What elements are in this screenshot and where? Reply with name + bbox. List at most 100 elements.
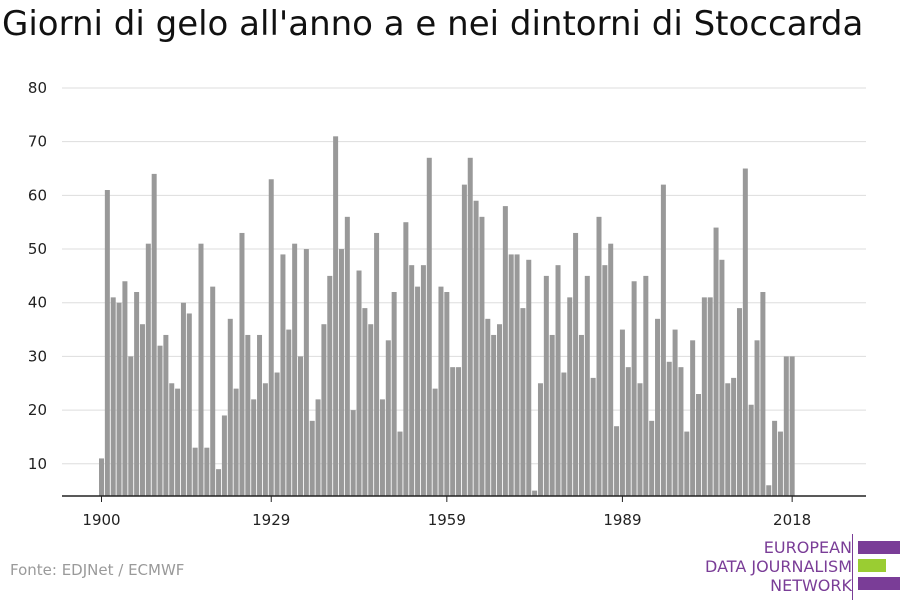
bar-1922	[227, 318, 233, 496]
bar-1966	[485, 318, 491, 496]
bar-1987	[608, 243, 614, 496]
bar-1908	[145, 243, 151, 496]
bar-1983	[584, 275, 590, 496]
y-tick-label: 80	[28, 79, 47, 97]
bar-1917	[198, 243, 204, 496]
x-tick-label: 2018	[773, 511, 811, 529]
bar-1936	[309, 420, 315, 496]
bar-1931	[280, 254, 286, 496]
bar-2002	[696, 394, 702, 496]
bar-1975	[537, 383, 543, 496]
bar-1952	[403, 222, 409, 496]
bar-1915	[186, 313, 192, 496]
bar-2014	[766, 485, 772, 496]
x-tick-label: 1989	[603, 511, 641, 529]
bar-1903	[116, 302, 122, 496]
bar-2013	[760, 292, 766, 496]
source-note: Fonte: EDJNet / ECMWF	[10, 561, 185, 579]
bar-1929	[268, 179, 274, 496]
bar-1900	[99, 458, 104, 496]
bar-2000	[684, 431, 690, 496]
bar-1920	[216, 469, 222, 496]
bar-2003	[701, 297, 707, 496]
bar-1978	[555, 265, 561, 496]
bar-1965	[479, 216, 485, 496]
bar-1960	[450, 367, 456, 496]
bar-1901	[104, 190, 110, 496]
logo-line-1: EUROPEAN	[763, 538, 852, 557]
bar-1916	[192, 447, 198, 496]
y-tick-label: 70	[28, 133, 47, 151]
bar-1941	[338, 249, 344, 496]
bar-1954	[415, 286, 421, 496]
bar-1985	[596, 216, 602, 496]
y-tick-label: 20	[28, 401, 47, 419]
bar-1912	[169, 383, 175, 496]
bar-1998	[672, 329, 678, 496]
bar-1994	[649, 420, 655, 496]
bars	[99, 136, 795, 497]
bar-2017	[783, 356, 789, 496]
bar-1928	[262, 383, 268, 496]
bar-1980	[567, 297, 573, 496]
bar-1970	[508, 254, 514, 496]
y-tick-label: 40	[28, 294, 47, 312]
bar-1946	[368, 324, 374, 496]
bar-1948	[379, 399, 385, 496]
bar-1933	[292, 243, 298, 496]
bar-2012	[754, 340, 760, 496]
bar-1906	[134, 292, 140, 496]
bar-1940	[333, 136, 339, 496]
x-tick-label: 1900	[82, 511, 120, 529]
bar-1984	[590, 377, 596, 496]
y-tick-label: 60	[28, 186, 47, 204]
bar-1943	[350, 410, 356, 496]
bar-1995	[655, 318, 661, 496]
bar-1953	[409, 265, 415, 496]
bar-2004	[707, 297, 713, 496]
bar-2005	[713, 227, 719, 496]
bar-1945	[362, 308, 368, 496]
bar-1964	[473, 200, 479, 497]
bar-1991	[631, 281, 637, 496]
bar-2011	[748, 404, 754, 496]
bar-1951	[397, 431, 403, 496]
bar-1949	[385, 340, 391, 496]
bar-1981	[573, 232, 579, 496]
logo-text: EUROPEAN DATA JOURNALISM NETWORK	[705, 538, 852, 595]
bar-1938	[321, 324, 327, 496]
bar-1947	[374, 232, 380, 496]
bar-2016	[777, 431, 783, 496]
bar-1918	[204, 447, 210, 496]
bar-1926	[251, 399, 257, 496]
bar-1919	[210, 286, 216, 496]
bar-1968	[497, 324, 502, 496]
bar-1905	[128, 356, 134, 496]
bar-2009	[736, 308, 742, 496]
bar-1935	[303, 249, 309, 496]
bar-1923	[233, 388, 239, 496]
bar-1955	[420, 265, 426, 496]
bar-1990	[625, 367, 631, 496]
y-tick-label: 50	[28, 240, 47, 258]
bar-1944	[356, 270, 362, 496]
bar-1971	[514, 254, 520, 496]
y-tick-labels: 10 20 30 40 50 60 70 80	[28, 79, 47, 473]
bar-1909	[151, 173, 157, 496]
x-tick-labels: 1900 1929 1959 1989 2018	[82, 496, 811, 529]
bar-1927	[257, 334, 263, 496]
bar-1988	[614, 426, 620, 496]
bar-1904	[122, 281, 128, 496]
x-tick-label: 1929	[252, 511, 290, 529]
bar-1939	[327, 275, 333, 496]
bar-2010	[742, 168, 748, 496]
bar-2008	[731, 377, 737, 496]
bar-1999	[678, 367, 684, 496]
bar-1982	[578, 334, 584, 496]
bar-1924	[239, 232, 245, 496]
bar-1921	[221, 415, 227, 496]
bar-1911	[163, 334, 169, 496]
bar-1961	[456, 367, 462, 496]
bar-1993	[643, 275, 649, 496]
